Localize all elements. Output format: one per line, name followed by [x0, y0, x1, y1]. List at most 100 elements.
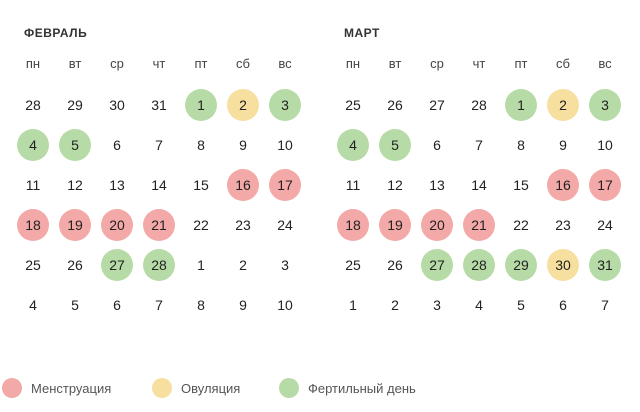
day-number[interactable]: 17 [589, 169, 621, 201]
day-number[interactable]: 23 [555, 217, 571, 233]
day-number[interactable]: 15 [513, 177, 529, 193]
day-number[interactable]: 12 [67, 177, 83, 193]
day-number[interactable]: 9 [239, 137, 247, 153]
day-cell: 20 [416, 205, 458, 245]
day-number[interactable]: 4 [17, 129, 49, 161]
day-number[interactable]: 29 [505, 249, 537, 281]
day-cell: 2 [222, 245, 264, 285]
day-cell: 4 [458, 285, 500, 325]
day-number[interactable]: 27 [101, 249, 133, 281]
day-number[interactable]: 26 [67, 257, 83, 273]
day-number[interactable]: 10 [277, 297, 293, 313]
day-number[interactable]: 24 [597, 217, 613, 233]
day-cell: 7 [138, 285, 180, 325]
day-cell: 6 [416, 125, 458, 165]
day-number[interactable]: 18 [17, 209, 49, 241]
day-cell: 25 [332, 85, 374, 125]
day-number[interactable]: 24 [277, 217, 293, 233]
day-number[interactable]: 25 [345, 257, 361, 273]
day-number[interactable]: 4 [29, 297, 37, 313]
day-number[interactable]: 6 [113, 137, 121, 153]
day-number[interactable]: 22 [513, 217, 529, 233]
legend: Менструация Овуляция Фертильный день [0, 378, 640, 402]
day-number[interactable]: 28 [25, 97, 41, 113]
day-number[interactable]: 5 [517, 297, 525, 313]
day-number[interactable]: 30 [109, 97, 125, 113]
day-number[interactable]: 16 [547, 169, 579, 201]
day-number[interactable]: 2 [239, 257, 247, 273]
day-number[interactable]: 2 [227, 89, 259, 121]
day-number[interactable]: 26 [387, 97, 403, 113]
day-number[interactable]: 2 [391, 297, 399, 313]
day-number[interactable]: 12 [387, 177, 403, 193]
day-cell: 25 [12, 245, 54, 285]
day-number[interactable]: 7 [601, 297, 609, 313]
day-number[interactable]: 7 [155, 297, 163, 313]
weekday-label: сб [236, 56, 250, 71]
day-number[interactable]: 31 [589, 249, 621, 281]
day-number[interactable]: 13 [429, 177, 445, 193]
day-number[interactable]: 1 [349, 297, 357, 313]
day-number[interactable]: 6 [559, 297, 567, 313]
day-number[interactable]: 5 [71, 297, 79, 313]
day-cell: 19 [54, 205, 96, 245]
day-number[interactable]: 10 [597, 137, 613, 153]
day-number[interactable]: 20 [421, 209, 453, 241]
day-number[interactable]: 14 [471, 177, 487, 193]
day-number[interactable]: 28 [471, 97, 487, 113]
day-number[interactable]: 28 [143, 249, 175, 281]
day-number[interactable]: 9 [559, 137, 567, 153]
day-number[interactable]: 5 [59, 129, 91, 161]
day-number[interactable]: 27 [429, 97, 445, 113]
day-number[interactable]: 3 [281, 257, 289, 273]
day-cell: 23 [222, 205, 264, 245]
day-number[interactable]: 25 [345, 97, 361, 113]
day-number[interactable]: 10 [277, 137, 293, 153]
day-number[interactable]: 13 [109, 177, 125, 193]
day-number[interactable]: 1 [505, 89, 537, 121]
day-number[interactable]: 25 [25, 257, 41, 273]
day-number[interactable]: 8 [197, 137, 205, 153]
day-number[interactable]: 27 [421, 249, 453, 281]
day-cell: 18 [12, 205, 54, 245]
day-cell: 14 [138, 165, 180, 205]
day-number[interactable]: 3 [589, 89, 621, 121]
day-number[interactable]: 28 [463, 249, 495, 281]
day-number[interactable]: 21 [463, 209, 495, 241]
day-number[interactable]: 7 [475, 137, 483, 153]
day-number[interactable]: 8 [197, 297, 205, 313]
day-number[interactable]: 18 [337, 209, 369, 241]
day-number[interactable]: 11 [345, 177, 361, 193]
day-number[interactable]: 1 [197, 257, 205, 273]
day-number[interactable]: 22 [193, 217, 209, 233]
day-number[interactable]: 19 [59, 209, 91, 241]
day-number[interactable]: 3 [433, 297, 441, 313]
day-number[interactable]: 21 [143, 209, 175, 241]
day-number[interactable]: 3 [269, 89, 301, 121]
day-cell: 9 [222, 285, 264, 325]
day-number[interactable]: 15 [193, 177, 209, 193]
day-number[interactable]: 7 [155, 137, 163, 153]
day-number[interactable]: 2 [547, 89, 579, 121]
day-number[interactable]: 17 [269, 169, 301, 201]
day-number[interactable]: 16 [227, 169, 259, 201]
day-number[interactable]: 6 [113, 297, 121, 313]
day-number[interactable]: 6 [433, 137, 441, 153]
day-number[interactable]: 19 [379, 209, 411, 241]
day-number[interactable]: 1 [185, 89, 217, 121]
day-number[interactable]: 31 [151, 97, 167, 113]
day-cell: 17 [584, 165, 626, 205]
day-number[interactable]: 4 [337, 129, 369, 161]
day-number[interactable]: 26 [387, 257, 403, 273]
day-number[interactable]: 29 [67, 97, 83, 113]
day-number[interactable]: 8 [517, 137, 525, 153]
day-number[interactable]: 23 [235, 217, 251, 233]
day-number[interactable]: 30 [547, 249, 579, 281]
day-number[interactable]: 4 [475, 297, 483, 313]
day-cell: 21 [458, 205, 500, 245]
day-number[interactable]: 14 [151, 177, 167, 193]
day-number[interactable]: 11 [25, 177, 41, 193]
day-number[interactable]: 5 [379, 129, 411, 161]
day-number[interactable]: 20 [101, 209, 133, 241]
day-number[interactable]: 9 [239, 297, 247, 313]
